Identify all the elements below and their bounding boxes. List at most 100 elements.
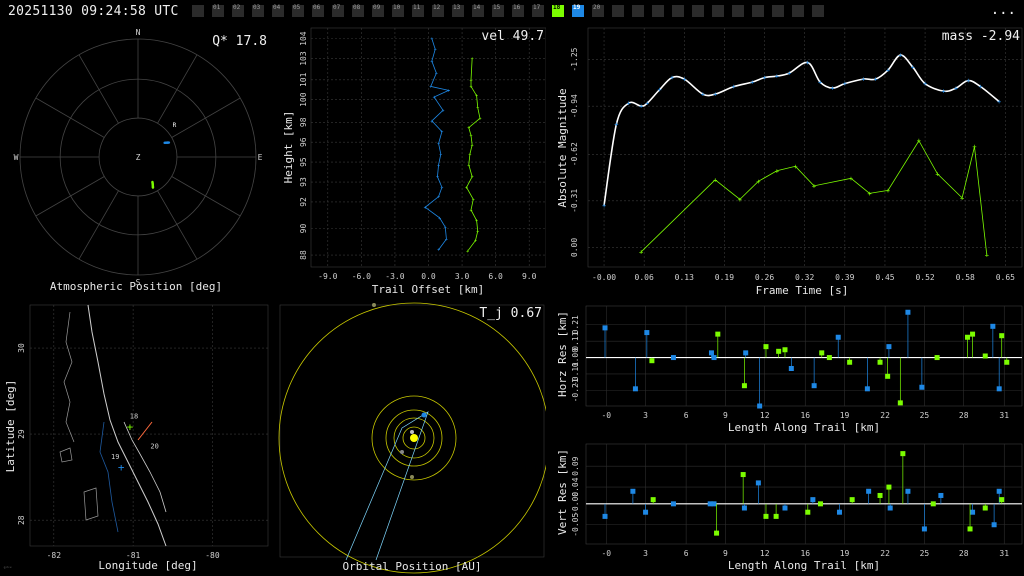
residual-point-cam18 <box>649 358 655 364</box>
magnitude-point: + <box>935 170 939 178</box>
residual-point-cam18 <box>982 505 988 511</box>
residual-point-cam19 <box>996 488 1002 494</box>
camera-cell[interactable]: 09 <box>372 4 384 17</box>
y-tick-label: 28 <box>17 515 26 525</box>
height-point: + <box>436 175 439 181</box>
residual-point-cam19 <box>919 384 925 390</box>
residual-point-cam19 <box>743 350 749 356</box>
camera-id: 10 <box>393 4 401 11</box>
residual-point-cam19 <box>711 501 717 507</box>
residual-point-cam18 <box>934 355 940 361</box>
camera-cell[interactable] <box>192 5 204 17</box>
height-point: + <box>434 47 437 53</box>
x-tick-label: 6 <box>684 549 689 558</box>
residual-point-cam19 <box>921 526 927 532</box>
y-tick-label: -0.94 <box>570 94 579 118</box>
height-point: + <box>475 219 478 225</box>
camera-cell[interactable]: 10 <box>392 4 404 17</box>
camera-cell[interactable] <box>612 5 624 17</box>
camera-cell[interactable]: 07 <box>332 4 344 17</box>
plot-frame <box>279 304 545 558</box>
height-point: + <box>437 248 440 254</box>
camera-cell[interactable]: 03 <box>252 4 264 17</box>
residual-point-cam18 <box>819 350 825 356</box>
x-tick-label: 9 <box>723 411 728 420</box>
camera-cell[interactable] <box>772 5 784 17</box>
x-tick-label: 19 <box>840 411 850 420</box>
camera-cell[interactable]: 12 <box>432 4 444 17</box>
residual-point-cam18 <box>847 359 853 365</box>
residual-point-cam19 <box>632 386 638 392</box>
sun <box>410 434 418 442</box>
x-tick-label: 16 <box>800 411 810 420</box>
camera-cell[interactable] <box>732 5 744 17</box>
camera-cell[interactable]: 01 <box>212 4 224 17</box>
mass-annotation: mass -2.94 <box>942 29 1020 44</box>
meteor-ground-track <box>137 421 153 441</box>
height-point: + <box>444 225 447 231</box>
y-axis-label: Horz Res [km] <box>556 311 569 397</box>
residual-point-cam19 <box>755 480 761 486</box>
camera-cell[interactable] <box>692 5 704 17</box>
camera-cell[interactable] <box>632 5 644 17</box>
camera-cell[interactable] <box>812 5 824 17</box>
polar-spoke <box>78 54 119 124</box>
y-tick-label: -0.21 <box>571 378 580 402</box>
magnitude-point: + <box>701 91 705 99</box>
camera-cell[interactable] <box>792 5 804 17</box>
camera-cell[interactable] <box>672 5 684 17</box>
camera-cell[interactable]: 11 <box>412 4 424 17</box>
plot-frame <box>310 27 546 268</box>
residual-point-cam18 <box>805 509 811 515</box>
camera-cell[interactable]: 04 <box>272 4 284 17</box>
camera-cell[interactable]: 15 <box>492 4 504 17</box>
magnitude-fit-curve <box>603 54 1000 206</box>
x-tick-label: 12 <box>760 549 770 558</box>
jupiter <box>372 303 376 307</box>
camera-cell[interactable]: 16 <box>512 4 524 17</box>
residual-point-cam19 <box>991 522 997 528</box>
residual-point-cam18 <box>817 501 823 507</box>
residual-point-cam19 <box>996 386 1002 392</box>
x-axis-label: Length Along Trail [km] <box>728 559 880 572</box>
camera-cell[interactable]: 05 <box>292 4 304 17</box>
polar-spoke <box>35 97 105 138</box>
camera-cell[interactable]: 08 <box>352 4 364 17</box>
camera-cell[interactable]: 06 <box>312 4 324 17</box>
camera-cell[interactable]: 13 <box>452 4 464 17</box>
menu-button[interactable]: ... <box>990 2 1016 18</box>
y-tick-label: 92 <box>299 197 308 207</box>
y-tick-label: -0.31 <box>570 189 579 213</box>
magnitude-point: + <box>645 100 649 108</box>
residual-point-cam19 <box>670 355 676 361</box>
height-point: + <box>424 205 427 211</box>
height-point: + <box>429 84 432 90</box>
camera-cell[interactable]: 14 <box>472 4 484 17</box>
utc-timestamp: 20251130 09:24:58 UTC <box>8 4 179 19</box>
magnitude-point: + <box>775 73 779 81</box>
residual-point-cam18 <box>897 400 903 406</box>
horizontal-residual-chart: -0 3 6 9 12 16 19 22 25 28 31 0.210.110.00-0.11-0.2… <box>556 305 1023 434</box>
residual-point-cam19 <box>886 344 892 350</box>
camera-cell[interactable]: 17 <box>532 4 544 17</box>
height-point: + <box>435 71 438 77</box>
camera-cell[interactable] <box>752 5 764 17</box>
camera-cell[interactable]: 02 <box>232 4 244 17</box>
magnitude-point: + <box>750 79 754 87</box>
magnitude-point: + <box>830 85 834 93</box>
height-point: + <box>467 126 470 132</box>
camera-cell[interactable]: 20 <box>592 4 604 17</box>
magnitude-point: + <box>775 167 779 175</box>
y-tick-label: -1.25 <box>570 47 579 71</box>
polar-title: Atmospheric Position [deg] <box>50 280 222 293</box>
height-point: + <box>468 152 471 158</box>
camera-cell[interactable]: 18 <box>552 4 564 17</box>
camera-cell[interactable]: 19 <box>572 4 584 17</box>
camera-id: 16 <box>513 4 521 11</box>
y-tick-label: 95 <box>299 157 308 167</box>
camera-cell[interactable] <box>652 5 664 17</box>
x-tick-label: 16 <box>800 549 810 558</box>
magnitude-point: + <box>713 176 717 184</box>
camera-cell[interactable] <box>712 5 724 17</box>
